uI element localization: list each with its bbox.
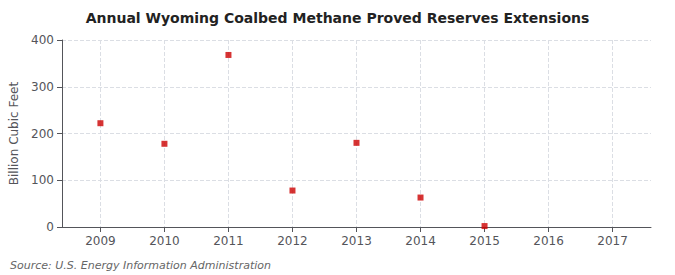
svg-text:2014: 2014 (405, 234, 436, 248)
svg-text:300: 300 (31, 80, 54, 94)
svg-text:100: 100 (31, 173, 54, 187)
svg-text:2017: 2017 (597, 234, 628, 248)
svg-text:2009: 2009 (85, 234, 116, 248)
svg-text:200: 200 (31, 127, 54, 141)
svg-text:2015: 2015 (469, 234, 500, 248)
svg-text:2011: 2011 (213, 234, 244, 248)
svg-text:Source: U.S. Energy Informatio: Source: U.S. Energy Information Administ… (10, 259, 271, 272)
svg-text:0: 0 (46, 220, 54, 234)
svg-text:2013: 2013 (341, 234, 372, 248)
svg-text:Annual Wyoming Coalbed Methane: Annual Wyoming Coalbed Methane Proved Re… (86, 10, 590, 26)
svg-text:2010: 2010 (149, 234, 180, 248)
svg-text:2012: 2012 (277, 234, 308, 248)
svg-text:2016: 2016 (533, 234, 564, 248)
svg-text:400: 400 (31, 33, 54, 47)
svg-text:Billion Cubic Feet: Billion Cubic Feet (7, 82, 21, 186)
